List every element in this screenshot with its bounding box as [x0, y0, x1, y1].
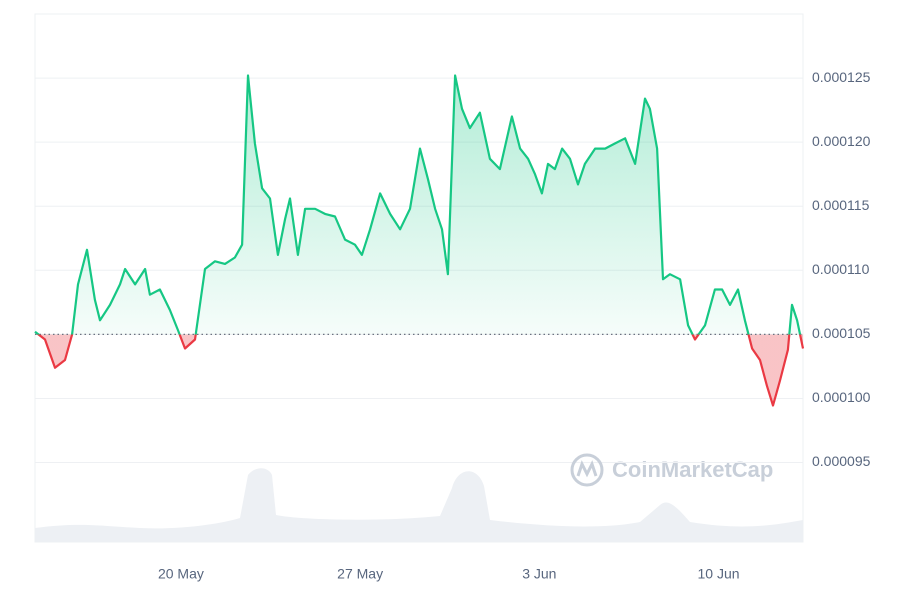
y-tick-label: 0.000095 — [812, 453, 871, 469]
y-tick-label: 0.000110 — [812, 261, 870, 277]
x-tick-label: 20 May — [158, 566, 204, 582]
y-tick-label: 0.000125 — [812, 69, 871, 85]
price-line — [34, 74, 805, 407]
x-tick-label: 10 Jun — [697, 566, 739, 582]
area-fill — [35, 75, 803, 406]
volume-area — [35, 468, 803, 542]
watermark: CoinMarketCap — [612, 457, 773, 482]
y-tick-label: 0.000105 — [812, 325, 871, 341]
y-tick-label: 0.000100 — [812, 389, 871, 405]
watermark-logo — [570, 453, 604, 487]
y-tick-label: 0.000115 — [812, 197, 870, 213]
x-tick-label: 27 May — [337, 566, 383, 582]
y-tick-label: 0.000120 — [812, 133, 871, 149]
x-tick-label: 3 Jun — [522, 566, 556, 582]
